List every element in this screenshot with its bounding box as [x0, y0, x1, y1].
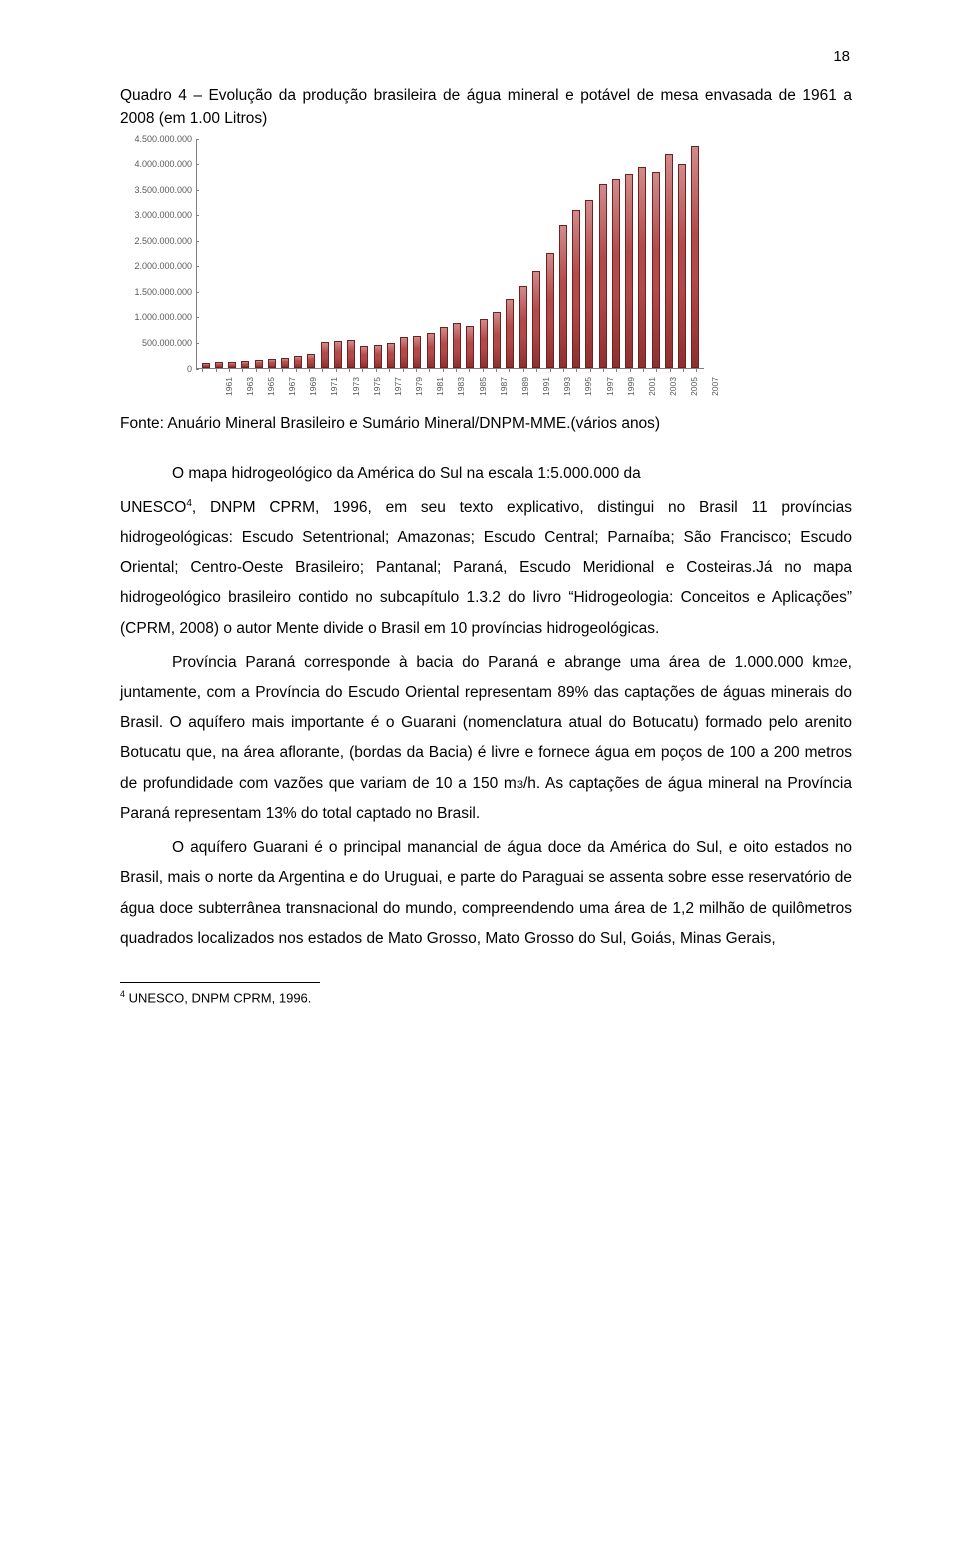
bar	[585, 200, 593, 368]
x-ticks	[196, 369, 704, 372]
y-label: 0	[187, 364, 192, 374]
x-label: 1969	[308, 377, 318, 396]
bar	[321, 342, 329, 367]
x-label: 1981	[435, 377, 445, 396]
figure-title: Quadro 4 – Evolução da produção brasilei…	[120, 84, 852, 131]
x-label: 2001	[647, 377, 657, 396]
x-label: 1977	[393, 377, 403, 396]
y-label: 4.500.000.000	[134, 134, 192, 144]
x-label: 1973	[351, 377, 361, 396]
x-label: 1983	[456, 377, 466, 396]
y-label: 2.500.000.000	[134, 236, 192, 246]
bar	[440, 327, 448, 368]
bar	[572, 210, 580, 368]
x-label: 1965	[266, 377, 276, 396]
footnote-rule	[120, 982, 320, 983]
bar	[678, 164, 686, 368]
bar	[241, 361, 249, 367]
bar	[281, 358, 289, 367]
y-label: 3.500.000.000	[134, 185, 192, 195]
p2b: e, juntamente, com a Província do Escudo…	[120, 654, 852, 792]
bar	[506, 299, 514, 368]
bar	[532, 271, 540, 368]
bar	[519, 286, 527, 367]
x-label: 1979	[414, 377, 424, 396]
bar	[374, 345, 382, 367]
bar	[453, 323, 461, 368]
bar	[466, 326, 474, 368]
y-label: 1.000.000.000	[134, 312, 192, 322]
y-label: 500.000.000	[142, 338, 192, 348]
bar	[427, 333, 435, 368]
bar	[559, 225, 567, 367]
p1a: O mapa hidrogeológico da América do Sul …	[172, 465, 641, 482]
x-label: 1993	[562, 377, 572, 396]
x-label: 1995	[583, 377, 593, 396]
bar	[413, 336, 421, 368]
x-label: 1967	[287, 377, 297, 396]
bar	[347, 340, 355, 367]
x-label: 1997	[605, 377, 615, 396]
bar	[493, 312, 501, 368]
x-label: 2005	[689, 377, 699, 396]
x-label: 1963	[245, 377, 255, 396]
figure-source: Fonte: Anuário Mineral Brasileiro e Sumá…	[120, 415, 852, 433]
bar	[612, 179, 620, 367]
bar	[360, 346, 368, 367]
y-label: 1.500.000.000	[134, 287, 192, 297]
bar	[546, 253, 554, 368]
page-number: 18	[833, 48, 850, 65]
p1b: UNESCO	[120, 499, 186, 516]
bar	[480, 319, 488, 367]
p2a: Província Paraná corresponde à bacia do …	[172, 654, 833, 671]
bar	[268, 359, 276, 367]
bar	[691, 146, 699, 367]
y-label: 4.000.000.000	[134, 159, 192, 169]
bar	[334, 341, 342, 367]
body-text: O mapa hidrogeológico da América do Sul …	[120, 459, 852, 955]
bar	[307, 354, 315, 367]
y-label: 2.000.000.000	[134, 261, 192, 271]
y-label: 3.000.000.000	[134, 210, 192, 220]
production-chart: 0 500.000.000 1.000.000.000 1.500.000.000 2.…	[120, 139, 710, 409]
bar	[652, 172, 660, 368]
footnote: 4 UNESCO, DNPM CPRM, 1996.	[120, 989, 852, 1005]
bar	[665, 154, 673, 368]
bar	[255, 360, 263, 367]
bar	[202, 363, 210, 368]
bar	[400, 337, 408, 368]
y-axis: 0500.000.0001.000.000.0001.500.000.0002.…	[120, 139, 196, 369]
bar	[638, 167, 646, 368]
x-label: 1991	[541, 377, 551, 396]
x-label: 2003	[668, 377, 678, 396]
x-label: 1985	[478, 377, 488, 396]
x-label: 2007	[710, 377, 720, 396]
plot-area	[196, 139, 704, 369]
bar	[294, 356, 302, 367]
x-label: 1999	[626, 377, 636, 396]
footnote-text: UNESCO, DNPM CPRM, 1996.	[125, 990, 311, 1005]
x-axis: 1961 1963 1965 1967 1969 1971 1973 1975 1977 1979…	[196, 373, 704, 409]
p3: O aquífero Guarani é o principal mananci…	[120, 839, 852, 947]
x-label: 1989	[520, 377, 530, 396]
bar	[387, 343, 395, 367]
bar	[215, 362, 223, 367]
p1c: , DNPM CPRM, 1996, em seu texto explicat…	[120, 499, 852, 637]
x-label: 1961	[224, 377, 234, 396]
bar	[228, 362, 236, 368]
x-label: 1971	[329, 377, 339, 396]
x-label: 1987	[499, 377, 509, 396]
bar	[599, 184, 607, 367]
x-label: 1975	[372, 377, 382, 396]
bar	[625, 174, 633, 367]
